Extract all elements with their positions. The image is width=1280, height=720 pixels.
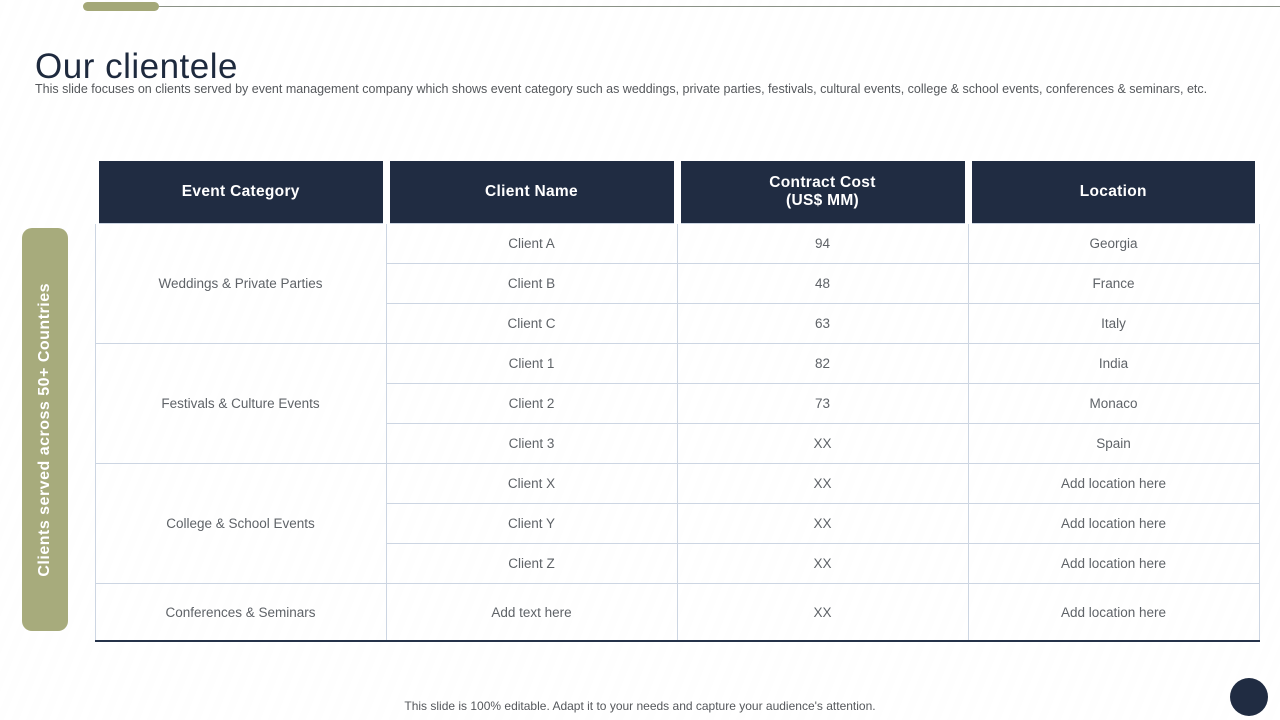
category-cell: Conferences & Seminars [94,583,387,642]
cost-cell: 82 [676,343,969,384]
client-cell: Client X [385,463,678,504]
cost-cell: 94 [676,223,969,264]
table-row: Festivals & Culture Events Client 1 82 I… [94,343,1260,464]
side-banner: Clients served across 50+ Countries [22,228,68,631]
location-cell: Add location here [967,543,1260,584]
client-cell: Client B [385,263,678,304]
location-cell: Add location here [967,583,1260,642]
location-cell: Italy [967,303,1260,344]
location-cell: India [967,343,1260,384]
client-cell: Client 1 [385,343,678,384]
client-cell: Client 3 [385,423,678,464]
table-row: College & School Events Client X XX Add … [94,463,1260,584]
location-cell: Georgia [967,223,1260,264]
cost-cell: XX [676,543,969,584]
location-cell: Spain [967,423,1260,464]
client-cell: Client C [385,303,678,344]
cost-cell: 63 [676,303,969,344]
location-cell: Add location here [967,503,1260,544]
cost-cell: XX [676,583,969,642]
top-accent-capsule [83,2,159,11]
category-cell: Weddings & Private Parties [94,223,387,344]
header-event-category: Event Category [91,161,390,224]
slide-description: This slide focuses on clients served by … [35,82,1208,96]
client-cell: Client Z [385,543,678,584]
client-cell: Client A [385,223,678,264]
header-location: Location [964,161,1263,224]
client-cell: Client Y [385,503,678,544]
client-cell: Add text here [385,583,678,642]
cost-cell: 73 [676,383,969,424]
cost-cell: XX [676,423,969,464]
table-row: Client C 63 Italy [95,303,1260,344]
header-contract-cost: Contract Cost (US$ MM) [673,161,972,224]
page-title: Our clientele [35,47,238,87]
cost-cell: XX [676,503,969,544]
table-row: Weddings & Private Parties Client A 94 G… [94,223,1260,344]
table-row: Conferences & Seminars Add text here XX … [94,583,1260,642]
cost-cell: XX [676,463,969,504]
cost-cell: 48 [676,263,969,304]
location-cell: Monaco [967,383,1260,424]
table-header-row: Event Category Client Name Contract Cost… [91,161,1263,224]
category-cell: College & School Events [94,463,387,584]
side-banner-label: Clients served across 50+ Countries [36,282,53,577]
category-cell: Festivals & Culture Events [94,343,387,464]
location-cell: France [967,263,1260,304]
client-cell: Client 2 [385,383,678,424]
footer-dot [1230,678,1268,716]
header-client-name: Client Name [382,161,681,224]
table-row: Client Y XX Add location here [95,503,1260,544]
table-row: Client 2 73 Monaco [95,383,1260,424]
location-cell: Add location here [967,463,1260,504]
footer-note: This slide is 100% editable. Adapt it to… [404,699,876,713]
table-row: Client B 48 France [95,263,1260,304]
table-row: Client Z XX Add location here [95,543,1260,584]
table-row: Client 3 XX Spain [95,423,1260,464]
clientele-table: Event Category Client Name Contract Cost… [91,161,1263,642]
top-divider-line [85,6,1280,7]
